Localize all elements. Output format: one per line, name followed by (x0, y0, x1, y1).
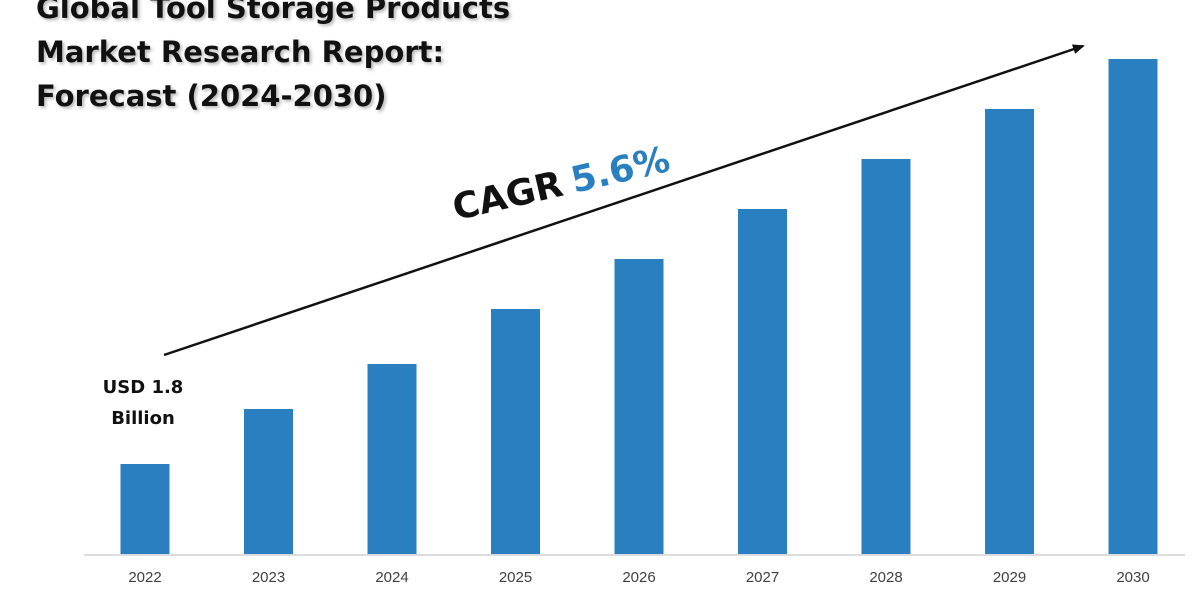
start-value-line-2: Billion (111, 408, 175, 429)
x-tick-label-2028: 2028 (869, 569, 902, 586)
bar-2022 (120, 464, 170, 554)
bar-2024 (367, 364, 417, 554)
bar-2030 (1108, 59, 1158, 554)
title-line-1: Global Tool Storage Products (36, 0, 511, 25)
start-value-line-1: USD 1.8 (102, 377, 184, 398)
bar-series (120, 59, 1158, 554)
x-tick-label-2029: 2029 (993, 569, 1026, 586)
x-tick-label-2030: 2030 (1116, 569, 1149, 586)
x-tick-label-2024: 2024 (375, 569, 408, 586)
start-value-label: USD 1.8 Billion (88, 372, 198, 434)
bar-2026 (614, 259, 664, 554)
x-tick-label-2026: 2026 (622, 569, 655, 586)
bar-2027 (738, 209, 787, 554)
bar-2025 (491, 309, 540, 554)
x-tick-label-2023: 2023 (252, 569, 285, 586)
title-line-3: Forecast (2024-2030) (36, 79, 387, 113)
x-axis-ticks: 2022 2023 2024 2025 2026 2027 2028 2029 2030 (128, 569, 1149, 586)
x-tick-label-2025: 2025 (499, 569, 532, 586)
x-tick-label-2027: 2027 (746, 569, 779, 586)
bar-2023 (244, 409, 293, 554)
bar-2028 (861, 159, 911, 554)
chart-title: Global Tool Storage Products Market Rese… (36, 0, 596, 118)
growth-arrow (163, 44, 1085, 357)
title-line-2: Market Research Report: (36, 35, 445, 69)
bar-2029 (985, 109, 1034, 554)
x-tick-label-2022: 2022 (128, 569, 161, 586)
